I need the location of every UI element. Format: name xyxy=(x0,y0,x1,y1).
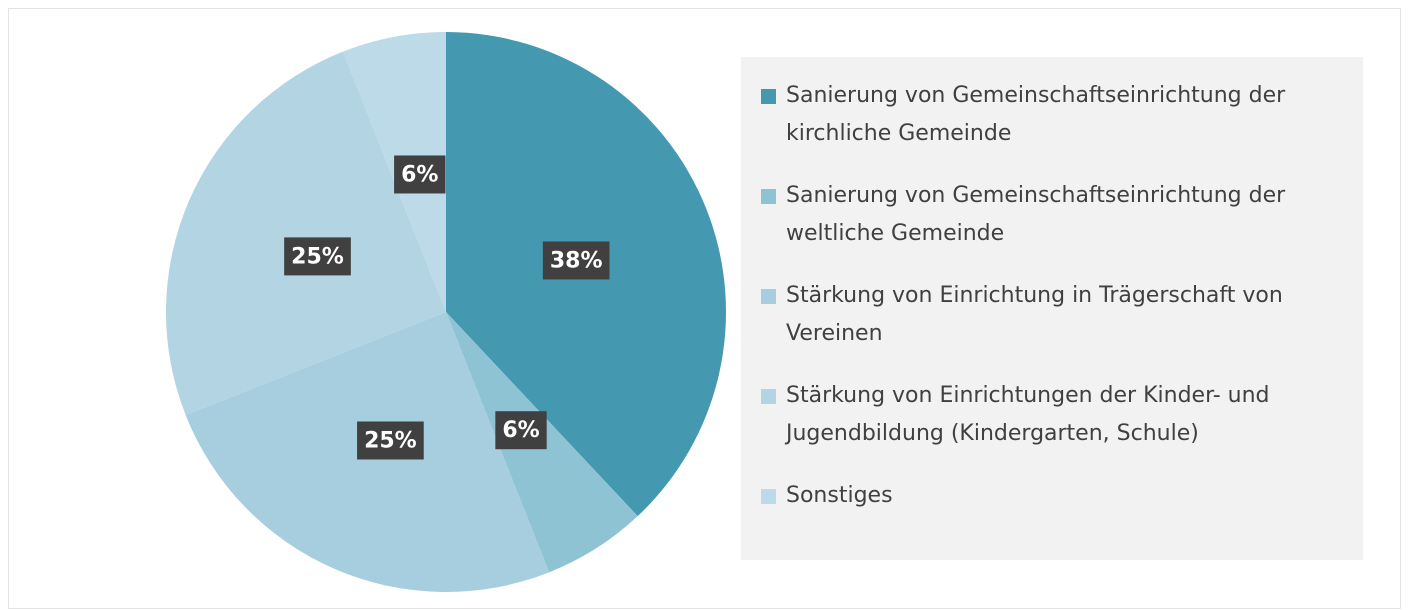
legend-label: Sonstiges xyxy=(786,483,893,508)
legend-entry: Stärkung von Einrichtung in Trägerschaft… xyxy=(761,277,1343,353)
legend-label: Sanierung von Gemeinschaftseinrichtung d… xyxy=(786,83,1286,146)
legend-entry: Sonstiges xyxy=(761,477,1343,515)
data-label: 6% xyxy=(502,418,539,443)
data-label: 6% xyxy=(401,162,438,187)
frame xyxy=(8,8,1401,609)
pie-slice xyxy=(166,51,446,416)
data-label-box xyxy=(495,411,547,450)
data-label-box xyxy=(394,155,446,194)
data-label-box xyxy=(542,241,610,280)
legend-swatch xyxy=(761,389,776,404)
legend-entry: Sanierung von Gemeinschaftseinrichtung d… xyxy=(761,177,1343,253)
data-label-box xyxy=(357,421,424,460)
legend-entry: Stärkung von Einrichtungen der Kinder- u… xyxy=(761,377,1343,453)
data-label: 25% xyxy=(291,244,344,269)
legend-swatch xyxy=(761,89,776,104)
legend-label: Stärkung von Einrichtung in Trägerschaft… xyxy=(786,283,1283,346)
data-label-box xyxy=(284,237,351,276)
legend: Sanierung von Gemeinschaftseinrichtung d… xyxy=(741,57,1363,560)
legend-entry: Sanierung von Gemeinschaftseinrichtung d… xyxy=(761,77,1343,153)
legend-label: Stärkung von Einrichtungen der Kinder- u… xyxy=(786,383,1270,446)
legend-swatch xyxy=(761,489,776,504)
data-label: 38% xyxy=(550,248,603,273)
legend-swatch xyxy=(761,289,776,304)
legend-label: Sanierung von Gemeinschaftseinrichtung d… xyxy=(786,183,1286,246)
data-label: 25% xyxy=(364,428,417,453)
legend-swatch xyxy=(761,189,776,204)
